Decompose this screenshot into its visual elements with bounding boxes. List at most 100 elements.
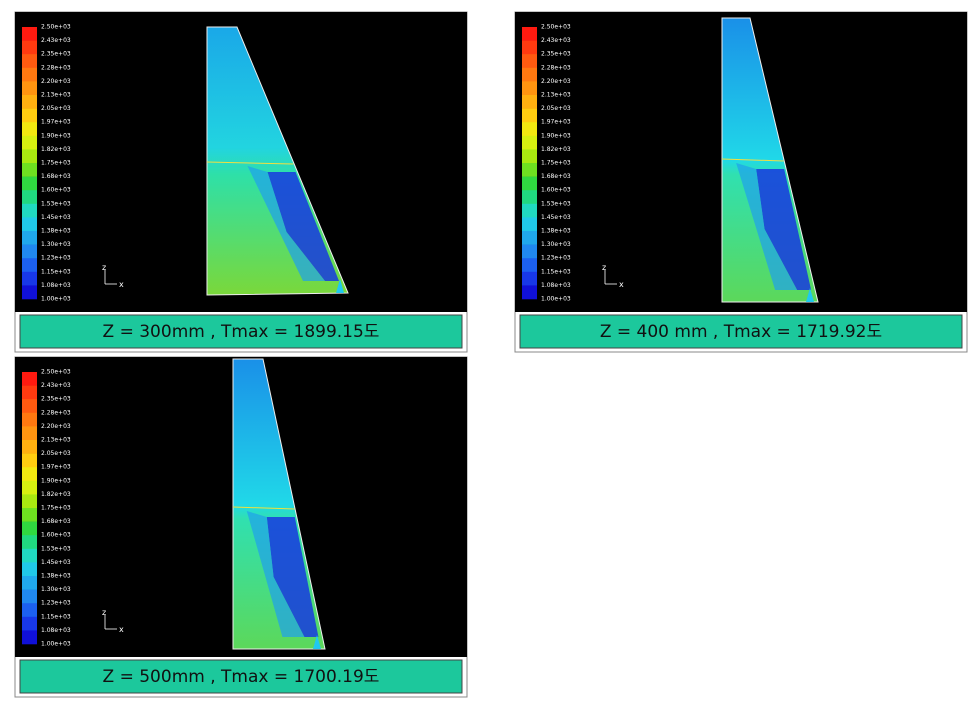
panel: 2.50e+03 2.43e+03 2.35e+03 2.28e+03 2.20e+03…: [514, 11, 968, 353]
colorbar-label: 1.38e+03: [41, 573, 71, 580]
caption-box: [19, 314, 463, 349]
colorbar-label: 1.97e+03: [41, 464, 71, 471]
colorbar-label: 1.23e+03: [41, 255, 71, 262]
colorbar-band: [522, 163, 537, 177]
colorbar-band: [22, 440, 37, 454]
colorbar-label: 2.50e+03: [41, 369, 71, 376]
hot-spot: [313, 635, 321, 649]
colorbar-band: [22, 40, 37, 55]
colorbar-label: 1.45e+03: [41, 214, 71, 221]
colorbar-label: 1.60e+03: [541, 187, 571, 194]
colorbar-band: [522, 135, 537, 150]
colorbar-label: 2.13e+03: [41, 92, 71, 99]
colorbar-band: [22, 135, 37, 150]
cold-region: [266, 517, 319, 637]
colorbar-label: 2.35e+03: [41, 51, 71, 58]
axis-label: x: [119, 625, 124, 634]
colorbar-label: 1.30e+03: [541, 241, 571, 248]
colorbar-band: [522, 285, 537, 300]
colorbar-label: 2.50e+03: [541, 24, 571, 31]
colorbar-band: [522, 67, 537, 82]
colorbar-band: [22, 258, 37, 273]
hot-spot: [806, 288, 814, 302]
colorbar-band: [522, 40, 537, 55]
colorbar-band: [522, 149, 537, 164]
colorbar-label: 1.38e+03: [541, 228, 571, 235]
colorbar-band: [22, 399, 37, 414]
section-line: [721, 158, 784, 162]
panel: 2.50e+03 2.43e+03 2.35e+03 2.28e+03 2.20e+03…: [14, 356, 468, 698]
colorbar-band: [22, 589, 37, 604]
colorbar-label: 2.43e+03: [41, 382, 71, 389]
colorbar-band: [522, 176, 537, 191]
colorbar-band: [22, 385, 37, 400]
colorbar-band: [522, 231, 537, 245]
colorbar-label: 1.08e+03: [41, 627, 71, 634]
colorbar-label: 2.28e+03: [541, 64, 571, 71]
colorbar-label: 1.82e+03: [541, 146, 571, 153]
colorbar-label: 1.53e+03: [541, 200, 571, 207]
panel: 2.50e+03 2.43e+03 2.35e+03 2.28e+03 2.20e+03…: [14, 11, 468, 353]
cold-region: [756, 169, 812, 290]
caption: Z = 300mm , Tmax = 1899.15도: [103, 322, 380, 342]
colorbar-band: [522, 54, 537, 69]
colorbar-label: 1.82e+03: [41, 146, 71, 153]
colorbar-label: 1.60e+03: [41, 532, 71, 539]
colorbar-label: 1.00e+03: [41, 641, 71, 648]
colorbar-label: 2.20e+03: [541, 78, 571, 85]
colorbar-label: 1.97e+03: [541, 119, 571, 126]
colorbar-band: [522, 203, 537, 218]
cold-region: [246, 511, 305, 637]
colorbar-label: 2.28e+03: [41, 409, 71, 416]
colorbar-label: 1.45e+03: [541, 214, 571, 221]
colorbar-label: 1.00e+03: [541, 296, 571, 303]
colorbar-band: [522, 81, 537, 96]
colorbar-band: [22, 372, 37, 386]
colorbar-label: 1.15e+03: [541, 268, 571, 275]
colorbar-label: 2.43e+03: [541, 37, 571, 44]
colorbar-band: [522, 108, 537, 123]
colorbar-label: 2.13e+03: [541, 92, 571, 99]
colorbar-band: [22, 412, 37, 427]
colorbar-label: 1.97e+03: [41, 119, 71, 126]
colorbar-label: 1.38e+03: [41, 228, 71, 235]
colorbar-band: [22, 285, 37, 300]
colorbar-label: 2.43e+03: [41, 37, 71, 44]
colorbar-band: [22, 426, 37, 441]
cold-region: [247, 166, 325, 281]
colorbar-label: 1.90e+03: [541, 132, 571, 139]
colorbar-band: [22, 176, 37, 191]
colorbar-band: [22, 122, 37, 137]
colorbar-band: [22, 81, 37, 96]
colorbar-band: [22, 616, 37, 631]
colorbar-label: 1.23e+03: [541, 255, 571, 262]
colorbar-band: [22, 535, 37, 550]
colorbar-label: 1.90e+03: [41, 132, 71, 139]
colorbar-label: 1.08e+03: [41, 282, 71, 289]
colorbar-band: [22, 562, 37, 577]
colorbar-band: [22, 548, 37, 563]
colorbar-label: 1.68e+03: [541, 173, 571, 180]
colorbar-band: [22, 190, 37, 205]
axis-label: z: [602, 263, 606, 272]
caption-box: [519, 314, 963, 349]
colorbar-label: 1.60e+03: [41, 187, 71, 194]
colorbar-label: 2.05e+03: [41, 105, 71, 112]
colorbar-band: [522, 217, 537, 232]
colorbar-band: [522, 27, 537, 41]
colorbar-band: [22, 453, 37, 468]
colorbar-label: 2.28e+03: [41, 64, 71, 71]
colorbar-label: 2.50e+03: [41, 24, 71, 31]
colorbar-label: 1.30e+03: [41, 586, 71, 593]
colorbar-band: [522, 122, 537, 137]
colorbar-band: [22, 67, 37, 82]
caption: Z = 500mm , Tmax = 1700.19도: [103, 667, 380, 687]
colorbar-band: [22, 217, 37, 232]
colorbar-band: [522, 190, 537, 205]
caption-box: [19, 659, 463, 694]
colorbar-band: [22, 480, 37, 495]
hot-spot: [336, 279, 344, 293]
colorbar-band: [22, 203, 37, 218]
colorbar-label: 2.05e+03: [41, 450, 71, 457]
